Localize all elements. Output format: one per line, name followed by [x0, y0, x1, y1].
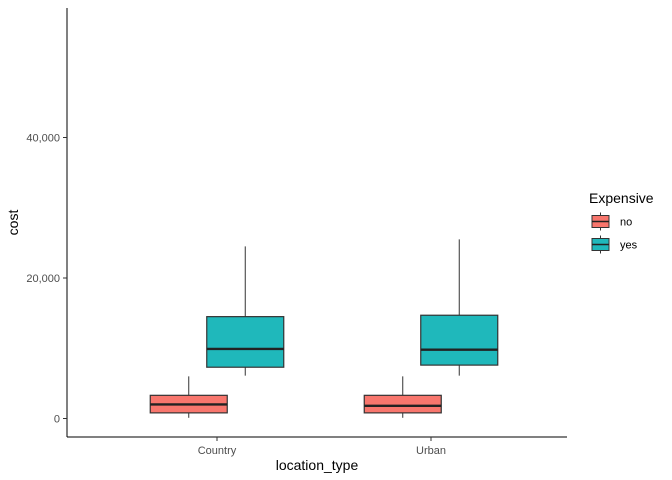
y-ticks: 0 20,000 40,000: [26, 133, 67, 426]
x-tick-label: Country: [198, 445, 237, 457]
plot-area: [149, 239, 499, 418]
y-axis-title: cost: [5, 210, 21, 236]
box-no-urban: [363, 394, 442, 414]
y-tick-label: 20,000: [26, 273, 60, 285]
y-tick-label: 0: [54, 414, 60, 426]
x-tick-label: Urban: [416, 445, 446, 457]
legend: Expensive no yes: [589, 190, 654, 254]
y-tick-label: 40,000: [26, 133, 60, 145]
axes: [66, 8, 567, 438]
x-ticks: Country Urban: [198, 437, 446, 457]
legend-title: Expensive: [589, 190, 654, 206]
box-yes-urban: [420, 314, 499, 366]
legend-label-no: no: [620, 217, 632, 229]
legend-label-yes: yes: [620, 240, 638, 252]
x-axis-title: location_type: [276, 457, 359, 473]
box-yes-country: [206, 316, 285, 368]
